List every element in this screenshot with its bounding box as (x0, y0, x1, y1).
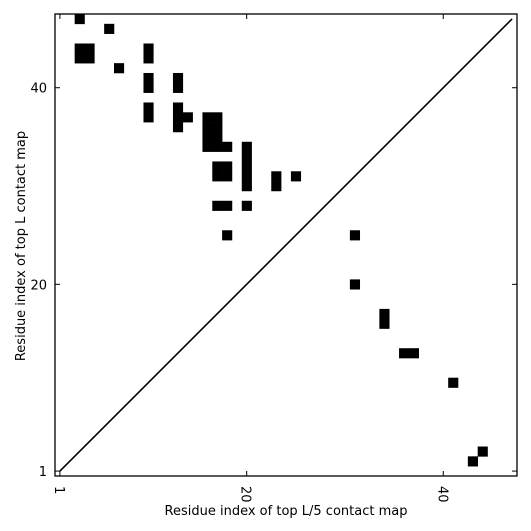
contact-cell-top-l (202, 131, 213, 143)
y-tick-label: 20 (30, 278, 47, 293)
contact-cell-top-l (212, 161, 223, 172)
contact-cell-top-l5 (399, 348, 410, 359)
contact-cell-top-l (104, 23, 115, 34)
contact-cell-top-l5 (349, 279, 361, 290)
contact-cell-top-l (84, 43, 95, 54)
contact-cell-top-l (113, 63, 125, 74)
contact-cell-top-l (74, 14, 85, 25)
plot-frame (54, 13, 518, 477)
contact-cell-top-l (172, 82, 184, 93)
contact-cell-top-l (212, 131, 223, 143)
y-axis-label: Residue index of top L contact map (14, 131, 29, 361)
x-axis-label: Residue index of top L/5 contact map (165, 504, 408, 519)
contact-cell-top-l (172, 112, 184, 123)
y-tick-label: 40 (30, 82, 47, 97)
contact-cell-top-l (143, 72, 154, 84)
x-tick-label: 40 (434, 486, 449, 503)
contact-cell-top-l (84, 53, 95, 64)
contact-cell-top-l (172, 102, 184, 113)
contact-cell-top-l (222, 200, 233, 211)
contact-cell-top-l (241, 171, 252, 182)
contact-cell-top-l5 (477, 446, 488, 457)
axis-ticks: 1 20 40 1 20 40 (30, 14, 517, 503)
contact-cell-top-l (143, 82, 154, 93)
contact-cell-top-l (202, 122, 213, 133)
contact-cells (74, 14, 488, 467)
contact-cell-top-l5 (408, 348, 419, 359)
contact-cell-top-l5 (379, 318, 390, 329)
contact-cell-top-l (212, 122, 223, 133)
contact-cell-top-l (241, 200, 252, 211)
contact-cell-top-l (212, 112, 223, 123)
contact-cell-top-l (290, 171, 302, 182)
contact-cell-top-l (212, 171, 223, 182)
contact-cell-top-l (271, 171, 282, 182)
contact-cell-top-l (271, 181, 282, 192)
contact-cell-top-l (172, 122, 184, 133)
contact-cell-top-l (172, 72, 184, 84)
contact-cell-top-l (222, 141, 233, 152)
contact-cell-top-l (182, 112, 193, 123)
contact-cell-top-l5 (467, 456, 478, 467)
diagonal-line (59, 18, 513, 472)
contact-cell-top-l (222, 230, 233, 241)
contact-cell-top-l (202, 141, 213, 152)
contact-cell-top-l (241, 151, 252, 162)
contact-cell-top-l (212, 141, 223, 152)
y-tick-label: 1 (39, 465, 47, 480)
contact-cell-top-l (143, 102, 154, 113)
contact-cell-top-l5 (448, 377, 459, 388)
contact-cell-top-l (241, 141, 252, 152)
contact-cell-top-l (74, 53, 85, 64)
contact-cell-top-l (74, 43, 85, 54)
x-tick-label: 20 (238, 486, 253, 503)
contact-cell-top-l (143, 53, 154, 64)
contact-cell-top-l (143, 43, 154, 54)
contact-cell-top-l (202, 112, 213, 123)
contact-cell-top-l (222, 171, 233, 182)
contact-cell-top-l (212, 200, 223, 211)
contact-cell-top-l5 (349, 230, 361, 241)
contact-cell-top-l (241, 161, 252, 172)
contact-cell-top-l (222, 161, 233, 172)
contact-cell-top-l (241, 181, 252, 192)
contact-cell-top-l5 (379, 308, 390, 320)
contact-cell-top-l (143, 112, 154, 123)
x-tick-label: 1 (51, 486, 66, 494)
